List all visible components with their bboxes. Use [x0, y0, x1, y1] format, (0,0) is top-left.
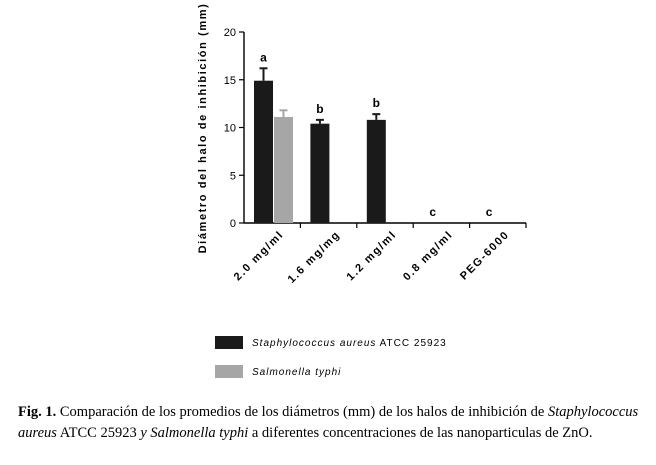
legend-swatch	[215, 336, 243, 349]
significance-label: b	[373, 96, 380, 110]
bar	[310, 123, 330, 223]
y-tick-label: 10	[224, 123, 236, 135]
legend-label: Staphylococcus aureus ATCC 25923	[252, 338, 447, 349]
caption-species-1: Staphylococcus aureus	[18, 404, 639, 441]
caption-label: Fig. 1.	[18, 404, 57, 420]
bar	[366, 119, 386, 223]
x-tick-label: 0.8 mg/ml	[401, 229, 456, 284]
bar	[274, 116, 293, 223]
y-axis-label: Diámetro del halo de inhibición (mm)	[197, 3, 209, 254]
legend-strain: ATCC 25923	[376, 338, 446, 349]
bar	[254, 80, 273, 223]
significance-label: a	[260, 50, 267, 64]
legend: Staphylococcus aureus ATCC 25923 Salmonel…	[215, 336, 447, 378]
x-tick-label: 2.0 mg/ml	[232, 229, 287, 284]
y-tick-label: 15	[224, 75, 236, 87]
legend-label: Salmonella typhi	[252, 367, 341, 378]
significance-label: b	[316, 102, 323, 116]
x-tick-label: PEG-6000	[458, 229, 512, 283]
significance-label: c	[486, 205, 493, 219]
caption-text-2: ATCC 25923	[56, 425, 141, 441]
caption-text-3: a diferentes concentraciones de las nano…	[248, 425, 593, 441]
caption-species-2: y Salmonella typhi	[140, 425, 249, 441]
y-tick-label: 0	[230, 218, 236, 230]
caption-text-1: Comparación de los promedios de los diám…	[56, 404, 548, 420]
legend-species: Staphylococcus aureus	[252, 338, 376, 349]
figure-caption: Fig. 1. Comparación de los promedios de …	[18, 402, 643, 444]
x-tick-label: 1.6 mg/mg	[286, 229, 343, 286]
legend-species: Salmonella typhi	[252, 367, 341, 378]
x-tick-label: 1.2 mg/ml	[345, 229, 400, 284]
plot-area: 0 5 10 15 20 2.0 mg/ml a 1.6 mg/mg b 1.2 mg/ml b 0.…	[224, 27, 527, 286]
legend-swatch	[215, 365, 243, 378]
bar-chart: Diámetro del halo de inhibición (mm) 0 5 1…	[197, 3, 527, 378]
y-tick-label: 5	[230, 170, 236, 182]
significance-label: c	[429, 205, 436, 219]
y-tick-label: 20	[224, 27, 236, 39]
